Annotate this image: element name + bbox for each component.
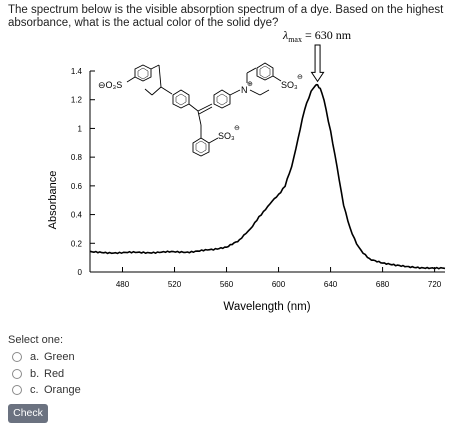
lambda-max-annotation: λmax = 630 nm	[282, 28, 352, 44]
lower-sulfonate-charge: ⊖	[234, 125, 240, 132]
y-axis-label: Absorbance	[47, 171, 59, 230]
lambda-subscript: max	[288, 35, 302, 44]
y-tick-label: 1	[78, 124, 83, 133]
y-tick-label: 0	[78, 268, 83, 277]
x-tick-label: 560	[220, 280, 234, 289]
option-c-text: Orange	[44, 384, 81, 396]
answer-options: a. Green b. Red c. Orange	[12, 349, 81, 399]
option-a-letter: a.	[30, 351, 40, 363]
dye-structure-drawing	[126, 62, 282, 157]
x-tick-label: 640	[324, 280, 338, 289]
lambda-symbol: λ	[282, 28, 288, 42]
absorption-spectrum-chart: 0 0.2 0.4 0.6 0.8 1 1.2 1.4 480 520 560 600 640 680 7…	[47, 28, 446, 313]
x-tick-label: 680	[376, 280, 390, 289]
lambda-value: = 630 nm	[302, 28, 352, 42]
right-sulfonate-label: SO₃	[281, 80, 298, 90]
x-tick-label: 480	[116, 280, 130, 289]
select-one-label: Select one:	[8, 334, 64, 346]
lambda-max-arrow	[310, 44, 325, 83]
option-b[interactable]: b. Red	[12, 366, 81, 382]
y-tick-label: 1.4	[71, 67, 83, 76]
spectrum-series-line	[89, 83, 446, 270]
y-tick-label: 0.2	[71, 239, 83, 248]
option-b-letter: b.	[30, 367, 40, 380]
option-b-text: Red	[44, 367, 65, 380]
check-button[interactable]: Check	[8, 404, 48, 423]
option-c[interactable]: c. Orange	[12, 382, 81, 398]
question-text: The spectrum below is the visible absorp…	[8, 4, 444, 29]
lower-sulfonate-label: SO₃	[218, 131, 235, 141]
x-tick-label: 600	[272, 280, 286, 289]
y-tick-label: 0.8	[71, 153, 83, 162]
x-tick-label: 520	[168, 280, 182, 289]
ammonium-charge: ⊕	[247, 81, 253, 88]
y-tick-label: 0.6	[71, 182, 83, 191]
radio-option-b[interactable]	[12, 368, 22, 379]
x-tick-label: 720	[428, 280, 442, 289]
ammonium-label: N	[241, 85, 248, 95]
y-tick-label: 1.2	[71, 96, 83, 105]
y-tick-label: 0.4	[71, 211, 83, 220]
option-a-text: Green	[44, 351, 75, 363]
left-sulfonate-label: ⊖O₃S	[98, 80, 122, 90]
radio-option-a[interactable]	[12, 352, 22, 362]
option-a[interactable]: a. Green	[12, 349, 81, 365]
right-sulfonate-charge: ⊖	[297, 74, 303, 81]
radio-option-c[interactable]	[12, 385, 22, 395]
x-axis-label: Wavelength (nm)	[223, 301, 310, 313]
option-c-letter: c.	[30, 384, 39, 396]
